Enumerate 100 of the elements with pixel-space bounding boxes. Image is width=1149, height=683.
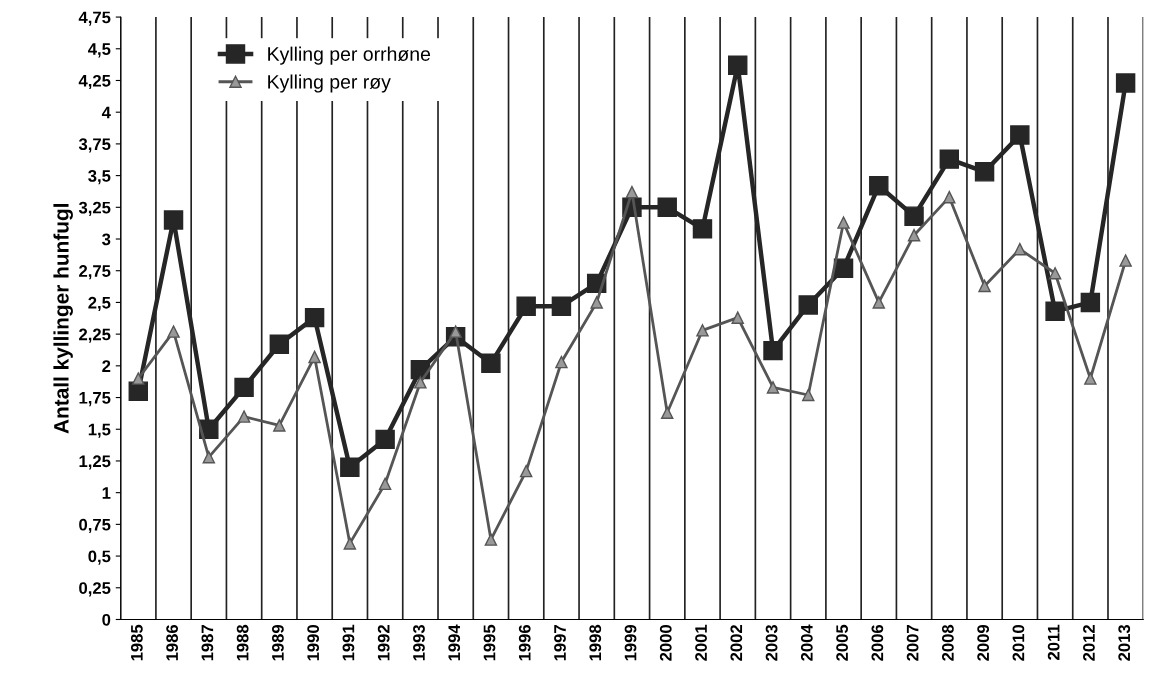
y-tick-label: 3	[102, 233, 111, 246]
y-tick-label: 2,5	[88, 296, 111, 312]
point	[555, 355, 568, 369]
point	[696, 324, 709, 337]
y-tick-label: 1	[102, 487, 111, 499]
x-tick-label: 1990	[307, 625, 320, 661]
x-tick-label: 1996	[518, 624, 531, 661]
x-tick-label: 1989	[272, 624, 284, 661]
y-tick-label: 2,75	[79, 265, 111, 280]
y-axis-title: Antall kyllinger hunfugl	[53, 204, 73, 434]
point	[625, 185, 639, 199]
point	[763, 340, 783, 361]
x-tick-label: 2009	[977, 624, 990, 661]
x-tick-label: 2003	[765, 624, 778, 661]
legend-label: Kylling per røy	[268, 74, 391, 93]
point	[657, 197, 677, 218]
point	[167, 325, 180, 338]
point	[308, 350, 321, 364]
point	[516, 296, 536, 316]
point	[978, 279, 991, 293]
y-tick-label: 4,75	[78, 11, 111, 26]
point	[907, 228, 921, 242]
point	[1080, 292, 1101, 313]
y-tick-label: 0,75	[79, 518, 111, 533]
x-tick-label: 2004	[800, 624, 813, 661]
x-tick-label: 1997	[554, 625, 566, 661]
y-tick-label: 1,25	[79, 455, 111, 470]
point	[378, 477, 392, 491]
x-tick-label: 1998	[589, 624, 602, 661]
point	[872, 296, 886, 309]
x-tick-label: 1988	[236, 624, 249, 661]
point	[837, 216, 850, 229]
point	[728, 55, 748, 75]
point	[343, 537, 357, 550]
y-tick-label: 3,75	[78, 138, 111, 153]
y-tick-label: 3,5	[88, 170, 111, 185]
point	[939, 149, 960, 169]
x-tick-label: 2006	[871, 624, 884, 661]
point	[163, 210, 184, 230]
y-tick-label: 2	[102, 360, 111, 372]
y-tick-label: 0,25	[79, 582, 111, 597]
point	[766, 381, 780, 394]
point	[1010, 125, 1030, 145]
point	[202, 450, 216, 464]
x-tick-label: 1995	[483, 624, 496, 661]
point	[519, 464, 533, 478]
x-tick-label: 1994	[448, 624, 461, 661]
point	[269, 334, 290, 354]
point	[484, 533, 498, 546]
x-tick-label: 2005	[836, 624, 848, 661]
y-tick-label: 4	[101, 106, 111, 119]
point	[974, 162, 995, 182]
point	[414, 376, 427, 389]
point	[375, 429, 395, 450]
point	[692, 219, 713, 239]
point	[234, 377, 254, 398]
point	[273, 419, 286, 432]
x-tick-label: 1986	[166, 624, 179, 661]
y-tick-label: 4,5	[88, 43, 111, 58]
point	[237, 410, 251, 423]
point	[1045, 301, 1065, 322]
y-tick-label: 1,75	[79, 392, 111, 407]
point	[943, 190, 956, 204]
x-tick-label: 1985	[130, 624, 143, 661]
legend-label: Kylling per orrhøne	[268, 46, 431, 65]
point	[833, 258, 854, 278]
point	[304, 307, 325, 328]
point	[904, 206, 924, 226]
x-tick-label: 2002	[730, 625, 743, 661]
point	[1013, 242, 1027, 256]
y-tick-label: 4,25	[78, 74, 111, 90]
x-tick-label: 1987	[201, 625, 214, 661]
x-tick-label: 2000	[659, 625, 672, 661]
x-tick-label: 2007	[906, 625, 919, 661]
x-tick-label: 2013	[1118, 624, 1131, 661]
point	[590, 296, 603, 309]
x-tick-label: 2008	[941, 624, 954, 661]
x-tick-label: 2001	[695, 624, 707, 661]
x-tick-label: 1992	[377, 625, 390, 661]
point	[660, 406, 674, 420]
x-tick-label: 1993	[413, 624, 425, 661]
point	[132, 372, 145, 385]
y-tick-label: 0	[102, 613, 111, 626]
point	[798, 295, 818, 315]
point	[1115, 73, 1136, 93]
point	[1048, 267, 1062, 280]
point	[802, 388, 815, 402]
point	[731, 311, 744, 324]
point	[869, 176, 889, 196]
x-tick-label: 1999	[624, 624, 637, 661]
point	[551, 296, 572, 316]
point	[340, 457, 360, 478]
point	[1119, 254, 1132, 267]
x-tick-label: 2011	[1047, 624, 1060, 660]
y-tick-label: 1,5	[88, 423, 111, 438]
y-tick-label: 2,25	[79, 328, 111, 343]
y-tick-label: 0,5	[88, 550, 111, 565]
x-tick-label: 2010	[1012, 625, 1025, 661]
x-tick-label: 2012	[1083, 625, 1095, 661]
point	[481, 353, 501, 374]
